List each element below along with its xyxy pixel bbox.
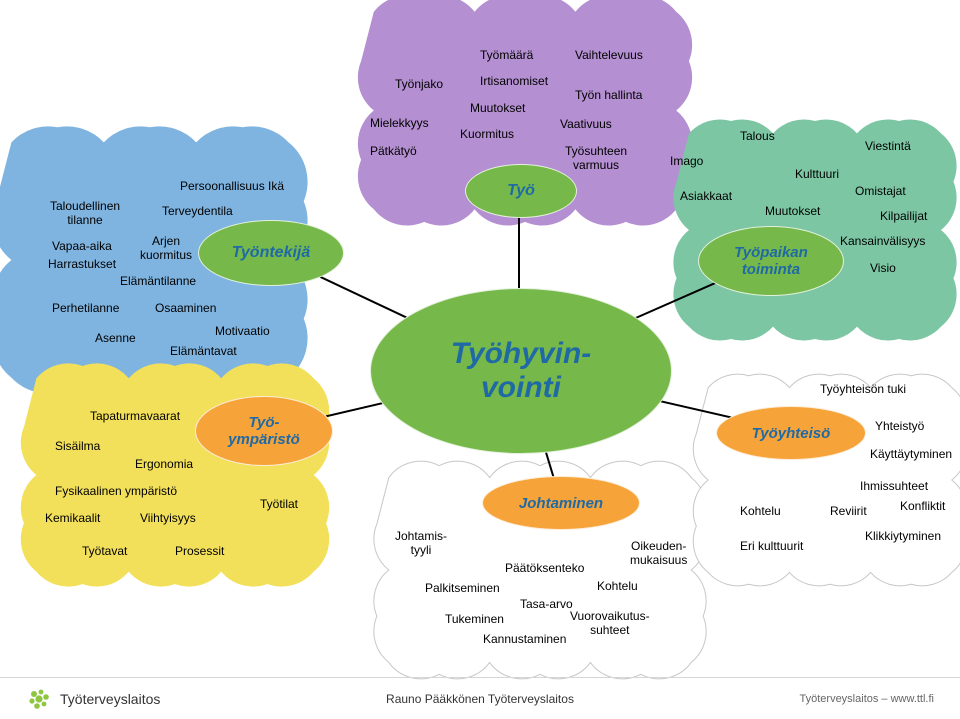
label: Motivaatio xyxy=(215,325,270,339)
label: Reviirit xyxy=(830,505,867,519)
label: Osaaminen xyxy=(155,302,216,316)
label: Päätöksenteko xyxy=(505,562,584,576)
node-label-tyo: Työ xyxy=(507,182,535,200)
node-yhteiso: Työyhteisö xyxy=(716,406,866,460)
label: Työtilat xyxy=(260,498,298,512)
node-tyontekija: Työntekijä xyxy=(198,220,344,286)
logo-icon xyxy=(26,686,52,712)
footer-logo-text: Työterveyslaitos xyxy=(60,691,160,707)
label: Työtavat xyxy=(82,545,127,559)
label: Tapaturmavaarat xyxy=(90,410,180,424)
node-johtaminen: Johtaminen xyxy=(482,476,640,530)
label: Elämäntavat xyxy=(170,345,237,359)
label: Eri kulttuurit xyxy=(740,540,803,554)
label: Vapaa-aika xyxy=(52,240,112,254)
center-node: Työhyvin- vointi xyxy=(370,288,672,454)
label: Pätkätyö xyxy=(370,145,417,159)
label: Ikä xyxy=(268,180,284,194)
label: Harrastukset xyxy=(48,258,116,272)
label: Fysikaalinen ympäristö xyxy=(55,485,177,499)
label: Työyhteisön tuki xyxy=(820,383,906,397)
label: Taloudellinen tilanne xyxy=(50,200,120,228)
label: Käyttäytyminen xyxy=(870,448,952,462)
label: Vaativuus xyxy=(560,118,612,132)
label: Persoonallisuus xyxy=(180,180,265,194)
label: Kemikaalit xyxy=(45,512,100,526)
label: Sisäilma xyxy=(55,440,100,454)
footer-right: Työterveyslaitos – www.ttl.fi xyxy=(800,693,935,705)
label: Johtamis- tyyli xyxy=(395,530,447,558)
label: Talous xyxy=(740,130,775,144)
label: Kulttuuri xyxy=(795,168,839,182)
label: Tukeminen xyxy=(445,613,504,627)
label: Mielekkyys xyxy=(370,117,429,131)
label: Vuorovaikutus- suhteet xyxy=(570,610,650,638)
node-label-johtaminen: Johtaminen xyxy=(519,495,603,512)
label: Prosessit xyxy=(175,545,224,559)
node-label-yhteiso: Työyhteisö xyxy=(752,425,831,442)
label: Ergonomia xyxy=(135,458,193,472)
label: Elämäntilanne xyxy=(120,275,196,289)
label: Irtisanomiset xyxy=(480,75,548,89)
label: Työsuhteen varmuus xyxy=(565,145,627,173)
cloud-toiminta xyxy=(665,115,960,345)
label: Palkitseminen xyxy=(425,582,500,596)
diagram-stage: { "canvas":{"w":960,"h":719}, "colors":{… xyxy=(0,0,960,719)
node-tyo: Työ xyxy=(465,164,577,218)
label: Viihtyisyys xyxy=(140,512,196,526)
label: Kohtelu xyxy=(740,505,781,519)
node-label-toiminta: Työpaikan toiminta xyxy=(734,244,808,278)
label: Kansainvälisyys xyxy=(840,235,925,249)
label: Työn hallinta xyxy=(575,89,642,103)
label: Viestintä xyxy=(865,140,911,154)
node-toiminta: Työpaikan toiminta xyxy=(698,226,844,296)
label: Oikeuden- mukaisuus xyxy=(630,540,687,568)
label: Tasa-arvo xyxy=(520,598,573,612)
label: Ihmissuhteet xyxy=(860,480,928,494)
label: Työmäärä xyxy=(480,49,533,63)
label: Työnjako xyxy=(395,78,443,92)
label: Vaihtelevuus xyxy=(575,49,643,63)
label: Terveydentila xyxy=(162,205,233,219)
footer-logo: Työterveyslaitos xyxy=(26,686,160,712)
label: Kannustaminen xyxy=(483,633,566,647)
label: Yhteistyö xyxy=(875,420,924,434)
label: Imago xyxy=(670,155,703,169)
label: Konfliktit xyxy=(900,500,945,514)
node-label-ymparisto: Työ- ympäristö xyxy=(228,414,300,448)
label: Kuormitus xyxy=(460,128,514,142)
footer-bar: Työterveyslaitos Rauno Pääkkönen Työterv… xyxy=(0,677,960,719)
label: Asiakkaat xyxy=(680,190,732,204)
label: Visio xyxy=(870,262,896,276)
node-ymparisto: Työ- ympäristö xyxy=(195,396,333,466)
label: Muutokset xyxy=(470,102,525,116)
label: Muutokset xyxy=(765,205,820,219)
label: Klikkiytyminen xyxy=(865,530,941,544)
label: Omistajat xyxy=(855,185,906,199)
label: Asenne xyxy=(95,332,136,346)
center-label: Työhyvin- vointi xyxy=(451,337,592,405)
label: Arjen kuormitus xyxy=(140,235,192,263)
label: Kohtelu xyxy=(597,580,638,594)
label: Perhetilanne xyxy=(52,302,119,316)
node-label-tyontekija: Työntekijä xyxy=(232,244,311,262)
label: Kilpailijat xyxy=(880,210,927,224)
footer-center: Rauno Pääkkönen Työterveyslaitos xyxy=(386,692,574,706)
